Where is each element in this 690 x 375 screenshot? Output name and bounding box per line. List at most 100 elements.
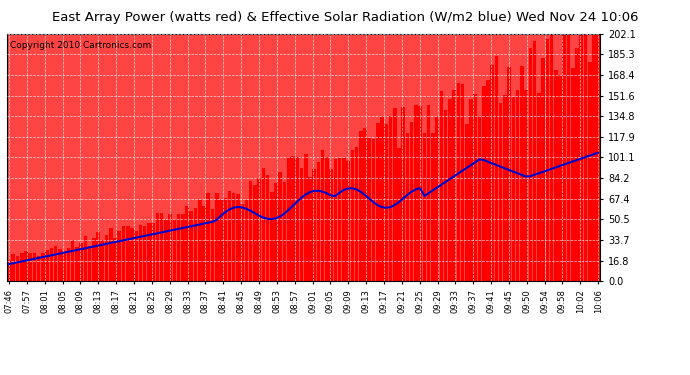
Bar — [244, 200, 248, 281]
Bar — [550, 34, 553, 281]
Bar — [224, 198, 227, 281]
Bar — [499, 103, 502, 281]
Bar — [190, 211, 193, 281]
Bar — [541, 58, 545, 281]
Bar — [266, 175, 269, 281]
Bar — [54, 246, 57, 281]
Bar — [384, 124, 388, 281]
Bar — [257, 178, 261, 281]
Bar — [46, 251, 49, 281]
Bar — [546, 39, 549, 281]
Bar — [469, 99, 473, 281]
Bar — [359, 131, 363, 281]
Bar — [79, 243, 83, 281]
Bar — [28, 254, 32, 281]
Bar — [172, 219, 176, 281]
Bar — [304, 153, 308, 281]
Bar — [342, 158, 346, 281]
Bar — [240, 204, 244, 281]
Bar — [83, 236, 87, 281]
Bar — [58, 249, 61, 281]
Bar — [151, 224, 155, 281]
Bar — [571, 68, 575, 281]
Bar — [168, 214, 172, 281]
Bar — [431, 134, 435, 281]
Bar — [62, 251, 66, 281]
Bar — [427, 105, 431, 281]
Bar — [96, 232, 100, 281]
Bar — [503, 95, 506, 281]
Bar — [473, 94, 477, 281]
Bar — [325, 158, 328, 281]
Bar — [584, 34, 587, 281]
Bar — [558, 75, 562, 281]
Bar — [363, 129, 367, 281]
Bar — [406, 134, 409, 281]
Bar — [308, 177, 312, 281]
Text: East Array Power (watts red) & Effective Solar Radiation (W/m2 blue) Wed Nov 24 : East Array Power (watts red) & Effective… — [52, 11, 638, 24]
Bar — [380, 117, 384, 281]
Bar — [228, 191, 231, 281]
Bar — [7, 260, 11, 281]
Bar — [262, 168, 265, 281]
Bar — [529, 48, 532, 281]
Bar — [355, 147, 358, 281]
Bar — [287, 157, 290, 281]
Bar — [313, 169, 316, 281]
Bar — [388, 117, 393, 281]
Bar — [351, 150, 354, 281]
Bar — [117, 231, 121, 281]
Bar — [486, 80, 490, 281]
Bar — [418, 106, 422, 281]
Bar — [516, 90, 520, 281]
Bar — [393, 108, 397, 281]
Bar — [126, 226, 130, 281]
Bar — [554, 70, 558, 281]
Bar — [533, 41, 536, 281]
Bar — [592, 34, 595, 281]
Bar — [105, 235, 108, 281]
Bar — [88, 246, 91, 281]
Bar — [20, 254, 23, 281]
Bar — [121, 226, 126, 281]
Bar — [202, 206, 206, 281]
Bar — [101, 240, 104, 281]
Bar — [185, 206, 189, 281]
Bar — [346, 161, 350, 281]
Bar — [321, 150, 324, 281]
Bar — [236, 194, 239, 281]
Bar — [109, 228, 112, 281]
Bar — [177, 214, 180, 281]
Bar — [279, 172, 282, 281]
Bar — [295, 157, 299, 281]
Bar — [520, 66, 524, 281]
Bar — [253, 184, 257, 281]
Bar — [12, 254, 15, 281]
Bar — [575, 48, 579, 281]
Bar — [198, 200, 201, 281]
Bar — [338, 158, 342, 281]
Bar — [130, 228, 134, 281]
Bar — [448, 99, 452, 281]
Bar — [477, 116, 482, 281]
Bar — [566, 34, 571, 281]
Bar — [588, 62, 591, 281]
Bar — [71, 240, 75, 281]
Bar — [66, 248, 70, 281]
Bar — [317, 162, 320, 281]
Bar — [37, 256, 41, 281]
Bar — [249, 181, 253, 281]
Bar — [435, 117, 439, 281]
Bar — [164, 220, 168, 281]
Bar — [283, 182, 286, 281]
Bar — [291, 156, 295, 281]
Bar — [422, 133, 426, 281]
Bar — [452, 90, 456, 281]
Bar — [41, 254, 45, 281]
Bar — [376, 123, 380, 281]
Bar — [194, 208, 197, 281]
Bar — [219, 200, 223, 281]
Bar — [596, 34, 600, 281]
Bar — [206, 193, 210, 281]
Bar — [333, 159, 337, 281]
